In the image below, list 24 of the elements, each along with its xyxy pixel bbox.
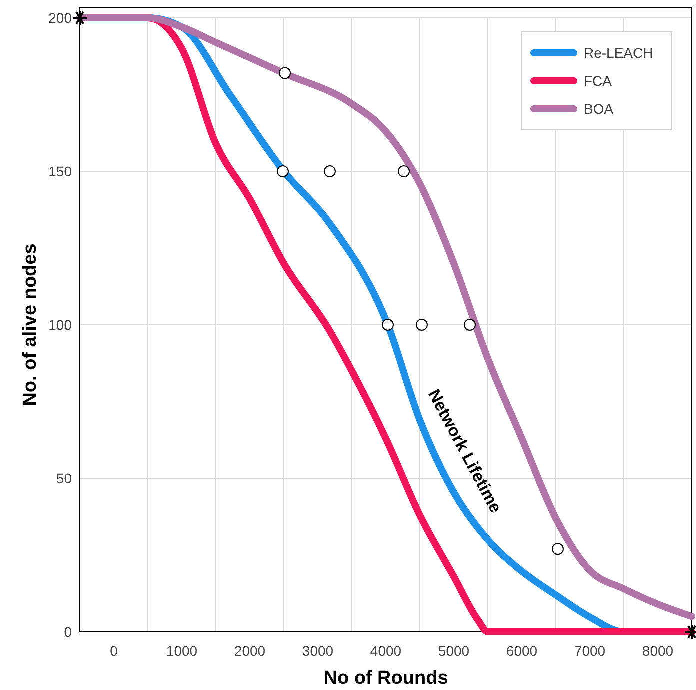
x-tick-label: 1000 — [166, 643, 198, 659]
y-tick-label: 150 — [48, 164, 72, 180]
legend-label: BOA — [584, 101, 614, 117]
y-tick-label: 200 — [48, 10, 72, 26]
x-tick-label: 3000 — [302, 643, 334, 659]
point — [416, 319, 428, 331]
point — [382, 319, 394, 331]
point — [464, 319, 476, 331]
y-tick-label: 0 — [64, 624, 72, 640]
y-axis-title: No. of alive nodes — [20, 244, 41, 406]
y-tick-label: 50 — [56, 470, 72, 486]
x-tick-label: 6000 — [506, 643, 538, 659]
x-tick-label: 2000 — [234, 643, 266, 659]
x-tick-label: 5000 — [438, 643, 470, 659]
point — [279, 67, 292, 80]
y-tick-label: 100 — [48, 317, 72, 333]
x-tick-label: 0 — [110, 643, 118, 659]
legend-label: Re-LEACH — [584, 45, 654, 61]
legend-label: FCA — [584, 73, 613, 89]
x-tick-label: 8000 — [642, 643, 674, 659]
x-axis-title: No of Rounds — [324, 668, 448, 689]
x-tick-label: 4000 — [370, 643, 402, 659]
point — [276, 166, 289, 178]
x-tick-label: 7000 — [574, 643, 606, 659]
